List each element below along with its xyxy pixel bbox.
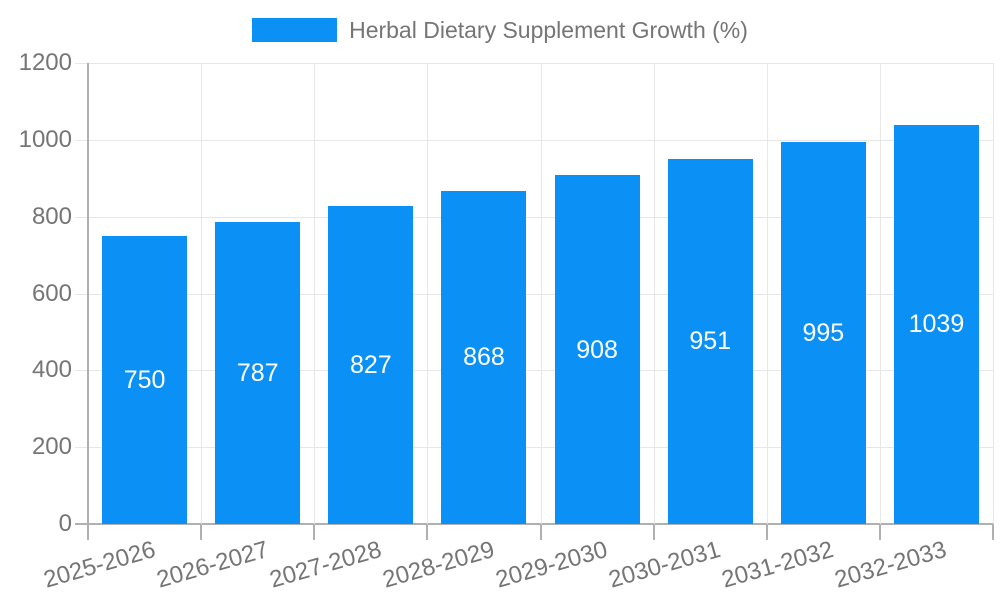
x-axis-tick [878,524,881,540]
y-axis-tick-label: 0 [58,510,72,537]
x-axis-tick [200,524,203,540]
gridline-vertical [993,63,994,524]
legend-label: Herbal Dietary Supplement Growth (%) [349,17,748,43]
y-axis-tick-label: 1200 [18,49,72,76]
gridline-vertical [653,63,655,524]
bar-value-label: 908 [576,335,618,364]
bar-value-label: 750 [123,365,166,394]
gridline-vertical [314,63,316,524]
bar[interactable] [780,141,866,524]
x-axis-tick [652,524,655,540]
y-axis-tick-label: 200 [31,433,72,461]
gridline-horizontal [75,216,993,218]
gridline-vertical [201,63,203,524]
gridline-horizontal [75,293,993,295]
gridline-vertical [540,63,542,524]
bar-value-label: 787 [236,358,279,387]
gridline-horizontal [75,370,993,372]
gridline-vertical [879,63,881,524]
gridline-vertical [427,63,429,524]
x-axis-tick [426,524,429,540]
y-axis-tick-label: 800 [31,202,72,230]
bar[interactable] [554,175,640,524]
y-axis-line [87,63,89,524]
bar[interactable] [441,190,527,524]
bar-value-label: 827 [349,351,392,380]
x-axis-tick [765,524,768,540]
x-axis-tick [313,524,316,540]
y-axis-tick-label: 400 [31,356,72,384]
bar-value-label: 868 [463,343,505,372]
x-axis-tick [87,524,89,540]
x-axis-tick [992,524,994,540]
bar[interactable] [102,235,188,524]
gridline-horizontal [75,447,993,449]
bar[interactable] [667,158,753,524]
x-axis-tick [539,524,542,540]
x-axis-line [75,523,993,525]
bar-value-label: 995 [802,318,845,347]
legend-swatch [252,18,338,42]
bar[interactable] [215,221,301,524]
gridline-vertical [766,63,768,524]
y-axis-tick-label: 600 [31,279,72,307]
bar[interactable] [893,124,979,524]
y-axis-tick-label: 1000 [18,125,72,153]
legend-item[interactable]: Herbal Dietary Supplement Growth (%) [252,17,748,43]
bar-value-label: 1039 [908,310,965,339]
bar[interactable] [328,206,414,524]
bar-value-label: 951 [689,327,732,356]
gridline-horizontal [75,139,993,141]
legend: Herbal Dietary Supplement Growth (%) [0,17,1000,43]
gridline-horizontal [75,63,993,64]
